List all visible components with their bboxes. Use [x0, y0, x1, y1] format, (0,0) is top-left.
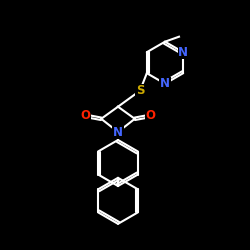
Text: O: O — [146, 109, 156, 122]
Text: N: N — [178, 46, 188, 59]
Text: N: N — [160, 77, 170, 90]
Text: N: N — [113, 126, 123, 138]
Text: S: S — [136, 84, 144, 97]
Text: O: O — [80, 109, 90, 122]
